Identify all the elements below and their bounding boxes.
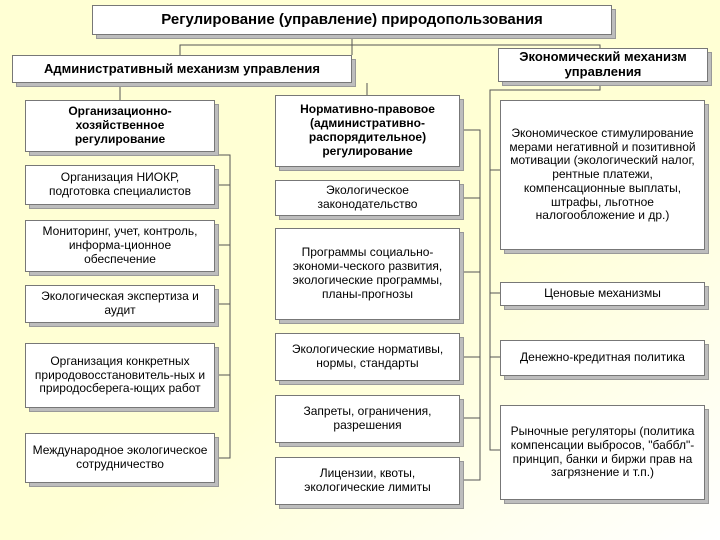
header-admin: Административный механизм управления: [12, 55, 352, 83]
col-left-item: Международное экологическое сотрудничест…: [25, 433, 215, 483]
col-left-item: Мониторинг, учет, контроль, информа-цион…: [25, 220, 215, 272]
col-left-header: Организационно-хозяйственное регулирован…: [25, 100, 215, 152]
col-right-item: Денежно-кредитная политика: [500, 340, 705, 376]
col-right-item: Ценовые механизмы: [500, 282, 705, 306]
col-right-item: Экономическое стимулирование мерами нега…: [500, 100, 705, 250]
col-left-item: Экологическая экспертиза и аудит: [25, 285, 215, 323]
col-mid-item: Лицензии, квоты, экологические лимиты: [275, 457, 460, 505]
col-mid-item: Запреты, ограничения, разрешения: [275, 395, 460, 443]
col-left-item: Организация НИОКР, подготовка специалист…: [25, 165, 215, 205]
col-mid-header: Нормативно-правовое (административно-рас…: [275, 95, 460, 167]
title-box: Регулирование (управление) природопользо…: [92, 5, 612, 35]
col-mid-item: Экологические нормативы, нормы, стандарт…: [275, 333, 460, 381]
diagram-content: Регулирование (управление) природопользо…: [0, 0, 720, 540]
col-right-item: Рыночные регуляторы (политика компенсаци…: [500, 405, 705, 500]
col-left-item: Организация конкретных природовосстанови…: [25, 343, 215, 408]
header-econ: Экономический механизм управления: [498, 48, 708, 82]
col-mid-item: Программы социально-экономи-ческого разв…: [275, 228, 460, 320]
col-mid-item: Экологическое законодательство: [275, 180, 460, 216]
